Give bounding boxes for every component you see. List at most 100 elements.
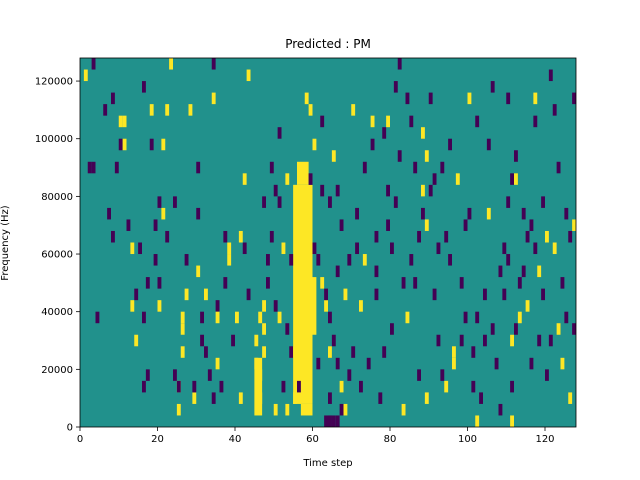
heatmap-cell	[145, 369, 150, 381]
heatmap-cell	[448, 138, 452, 151]
heatmap-cell	[517, 311, 522, 324]
heatmap-cell	[316, 357, 321, 370]
heatmap-cell	[223, 277, 228, 289]
heatmap-cell	[521, 265, 526, 278]
heatmap-cell	[118, 115, 123, 128]
heatmap-cell	[169, 58, 173, 70]
heatmap-cell	[382, 127, 387, 139]
x-tick-label: 100	[458, 434, 477, 445]
heatmap-cell	[312, 242, 317, 255]
heatmap-cell	[386, 219, 390, 231]
chart-title: Predicted : PM	[285, 37, 371, 51]
heatmap-cell	[529, 357, 534, 370]
heatmap-cell	[254, 357, 259, 370]
heatmap-cell	[417, 369, 421, 381]
heatmap-cell	[184, 288, 189, 301]
heatmap-cell	[289, 346, 294, 358]
heatmap-cell	[560, 357, 565, 370]
heatmap-cell	[130, 300, 135, 312]
heatmap-cell	[200, 334, 204, 347]
heatmap-cell	[161, 207, 166, 220]
heatmap-cell	[568, 230, 573, 243]
heatmap-cell	[180, 346, 185, 358]
heatmap-cell	[142, 81, 146, 93]
heatmap-cell	[424, 219, 429, 231]
heatmap-cell	[506, 254, 511, 266]
heatmap-cell	[351, 104, 356, 116]
heatmap-cell	[122, 138, 127, 151]
heatmap-cell	[351, 346, 356, 358]
heatmap-cell	[401, 277, 406, 289]
heatmap-cell	[339, 219, 344, 231]
heatmap-cell	[514, 323, 518, 335]
heatmap-cell	[219, 380, 224, 393]
heatmap-cell	[231, 334, 235, 347]
heatmap-band	[293, 184, 313, 404]
heatmap-cell	[111, 230, 115, 243]
heatmap-cell	[483, 334, 487, 347]
y-tick-label: 0	[67, 423, 73, 434]
heatmap-cell	[502, 288, 507, 301]
heatmap-cell	[335, 265, 340, 278]
heatmap-cell	[525, 300, 530, 312]
heatmap-cell	[91, 58, 96, 70]
heatmap-cell	[471, 346, 476, 358]
heatmap-cell	[246, 69, 251, 82]
heatmap-cell	[386, 115, 390, 128]
heatmap-cell	[180, 323, 185, 335]
heatmap-cell	[223, 230, 228, 243]
x-tick-label: 0	[77, 434, 83, 445]
heatmap-cell	[281, 242, 286, 255]
heatmap-cell	[506, 196, 511, 208]
heatmap-cell	[331, 415, 336, 427]
heatmap-cell	[242, 242, 247, 255]
heatmap-cell	[444, 230, 449, 243]
heatmap-cell	[122, 115, 127, 128]
y-tick-label: 20000	[41, 365, 73, 376]
heatmap-cell	[502, 242, 507, 255]
heatmap-cell	[413, 161, 418, 174]
heatmap-cell	[111, 92, 115, 105]
heatmap-cell	[173, 196, 177, 208]
heatmap-cell	[258, 369, 263, 381]
heatmap-cell	[328, 311, 332, 324]
heatmap-cell	[552, 242, 557, 255]
heatmap-cell	[176, 403, 181, 416]
plot-area	[79, 57, 577, 428]
heatmap-cell	[215, 300, 220, 312]
x-axis-label: Time step	[302, 458, 352, 469]
heatmap-cell	[335, 415, 340, 427]
heatmap-cell	[541, 288, 545, 301]
heatmap-cell	[180, 311, 185, 324]
heatmap-cell	[235, 311, 239, 324]
heatmap-cell	[545, 230, 549, 243]
heatmap-cell	[424, 150, 429, 162]
heatmap-cell	[254, 334, 259, 347]
y-tick-label: 40000	[41, 307, 73, 318]
heatmap-cell	[130, 242, 135, 255]
heatmap-cell	[262, 346, 266, 358]
heatmap-cell	[335, 357, 340, 370]
heatmap-cell	[153, 219, 158, 231]
heatmap-cell	[390, 323, 394, 335]
heatmap-cell	[196, 207, 201, 220]
x-tick-label: 40	[229, 434, 242, 445]
heatmap-cell	[440, 369, 445, 381]
heatmap-cell	[87, 161, 92, 174]
heatmap-cell	[227, 242, 232, 255]
x-axis: 0 20 40 60 80 100 120	[77, 427, 555, 445]
heatmap-cell	[273, 403, 278, 416]
heatmap-cell	[568, 392, 573, 404]
heatmap-cell	[514, 173, 518, 185]
heatmap-cell	[308, 173, 313, 185]
heatmap-cell	[285, 403, 290, 416]
heatmap-cell	[176, 380, 181, 393]
heatmap-cell	[428, 92, 433, 105]
heatmap-cell	[149, 138, 154, 151]
heatmap-cell	[165, 104, 170, 116]
heatmap-cell	[269, 161, 274, 174]
heatmap-band	[300, 403, 313, 416]
heatmap-cell	[289, 254, 294, 266]
heatmap-cell	[448, 254, 452, 266]
heatmap-cell	[436, 242, 441, 255]
